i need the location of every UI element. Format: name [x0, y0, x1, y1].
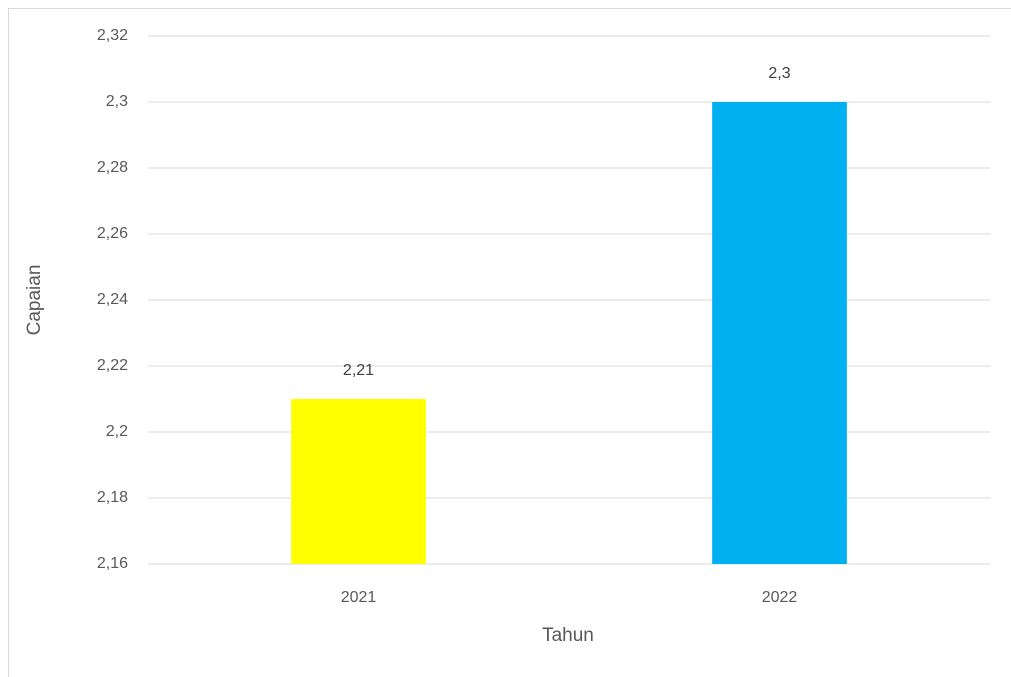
data-label: 2,21 [343, 362, 374, 379]
y-tick-label: 2,2 [106, 423, 128, 440]
bar [712, 102, 847, 564]
y-axis-label: Capaian [24, 265, 45, 336]
y-tick-label: 2,16 [97, 555, 128, 572]
y-tick-label: 2,3 [106, 93, 128, 110]
y-tick-label: 2,18 [97, 489, 128, 506]
bar [291, 399, 426, 564]
y-tick-label: 2,24 [97, 291, 128, 308]
x-tick-label: 2022 [762, 589, 798, 606]
y-tick-label: 2,32 [97, 27, 128, 44]
x-axis-label: Tahun [542, 625, 594, 646]
data-label: 2,3 [768, 65, 790, 82]
y-tick-label: 2,28 [97, 159, 128, 176]
y-tick-label: 2,26 [97, 225, 128, 242]
chart-frame [8, 8, 1011, 677]
y-tick-label: 2,22 [97, 357, 128, 374]
x-tick-label: 2021 [341, 589, 377, 606]
